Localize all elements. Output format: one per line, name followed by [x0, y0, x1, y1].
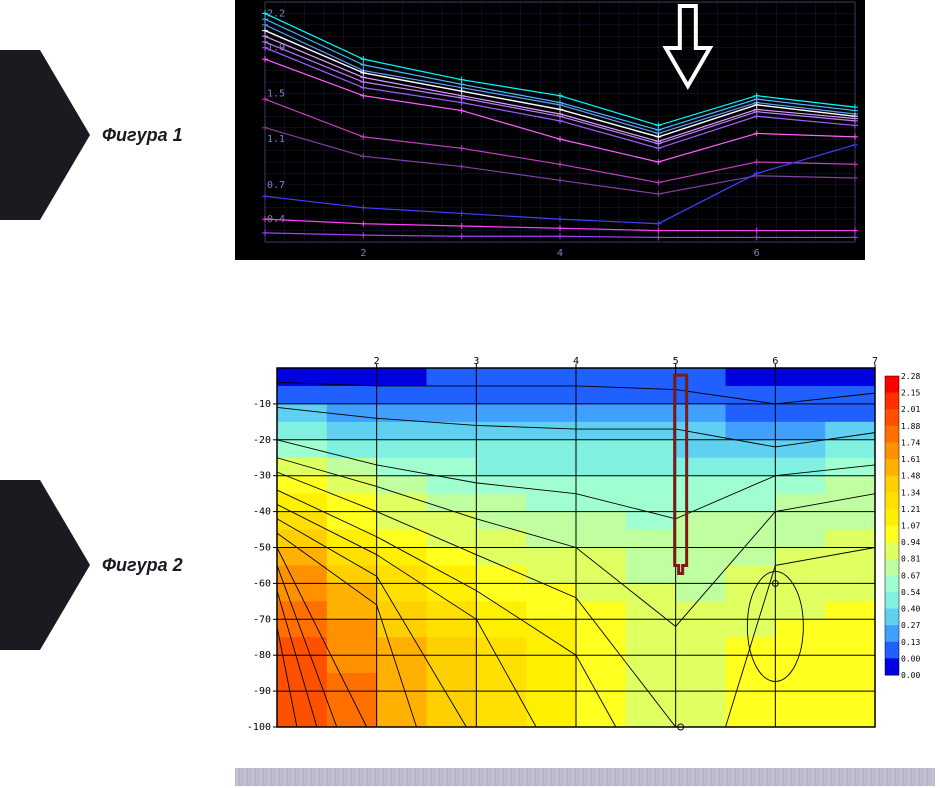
fig1-label-block: Фигура 1 [0, 50, 220, 220]
svg-text:2: 2 [360, 248, 366, 259]
fig1-label: Фигура 1 [102, 125, 183, 146]
svg-text:4: 4 [557, 248, 563, 259]
svg-text:-50: -50 [253, 543, 271, 554]
svg-text:1.1: 1.1 [267, 134, 285, 145]
fig2-label-block: Фигура 2 [0, 480, 220, 650]
fig2-chart: 234567-10-20-30-40-50-60-70-80-90-1002.2… [235, 350, 935, 735]
svg-text:1.5: 1.5 [267, 88, 285, 99]
svg-text:0.00: 0.00 [901, 671, 920, 680]
chevron-2 [0, 480, 90, 650]
svg-text:1.88: 1.88 [901, 422, 920, 431]
svg-text:0.13: 0.13 [901, 638, 920, 647]
svg-text:2.15: 2.15 [901, 389, 920, 398]
svg-text:-100: -100 [247, 722, 271, 733]
svg-text:-30: -30 [253, 471, 271, 482]
svg-text:0.94: 0.94 [901, 538, 920, 547]
svg-text:0.81: 0.81 [901, 555, 920, 564]
svg-text:-40: -40 [253, 507, 271, 518]
svg-text:0.7: 0.7 [267, 180, 285, 191]
svg-text:0.00: 0.00 [901, 654, 920, 663]
svg-text:-60: -60 [253, 578, 271, 589]
svg-text:2.28: 2.28 [901, 372, 920, 381]
svg-text:0.67: 0.67 [901, 571, 920, 580]
svg-text:6: 6 [754, 248, 760, 259]
fig2-label: Фигура 2 [102, 555, 183, 576]
svg-text:1.74: 1.74 [901, 438, 920, 447]
noise-strip [235, 768, 935, 786]
svg-text:1.34: 1.34 [901, 488, 920, 497]
svg-text:0.40: 0.40 [901, 605, 920, 614]
svg-text:1.21: 1.21 [901, 505, 920, 514]
fig1-chart: 0.40.71.11.51.92.2246 [235, 0, 865, 260]
chevron-1 [0, 50, 90, 220]
svg-text:2.01: 2.01 [901, 405, 920, 414]
svg-text:-10: -10 [253, 399, 271, 410]
svg-text:1.07: 1.07 [901, 522, 920, 531]
svg-text:-80: -80 [253, 650, 271, 661]
svg-text:0.54: 0.54 [901, 588, 920, 597]
svg-text:1.61: 1.61 [901, 455, 920, 464]
svg-text:0.27: 0.27 [901, 621, 920, 630]
svg-text:-90: -90 [253, 686, 271, 697]
svg-text:1.48: 1.48 [901, 472, 920, 481]
svg-text:2.2: 2.2 [267, 8, 285, 19]
svg-text:-20: -20 [253, 435, 271, 446]
svg-text:-70: -70 [253, 614, 271, 625]
